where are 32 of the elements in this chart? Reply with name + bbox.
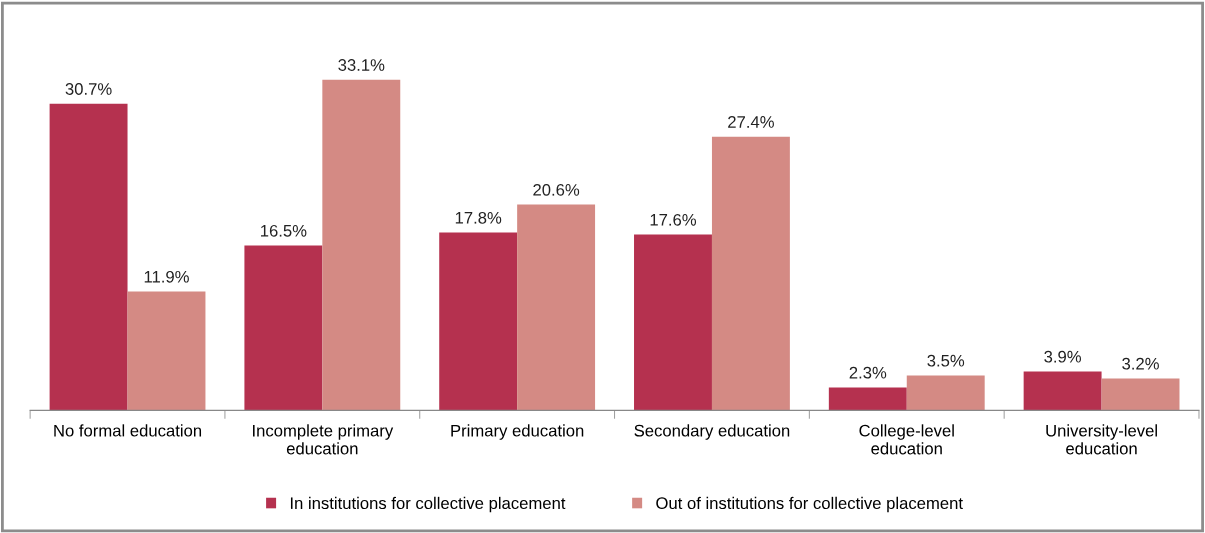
- bar: [517, 204, 596, 411]
- bar: [828, 387, 907, 411]
- data-label: 17.6%: [650, 213, 697, 226]
- legend-label: In institutions for collective placement: [290, 496, 566, 513]
- bar: [1101, 378, 1180, 411]
- data-label: 3.5%: [927, 354, 965, 367]
- data-label: 11.9%: [144, 270, 189, 283]
- data-label: 16.5%: [261, 224, 307, 237]
- bar: [322, 79, 401, 411]
- bar: [244, 245, 323, 411]
- bar: [711, 136, 790, 411]
- x-tick-label: Incomplete primary education: [253, 424, 394, 455]
- x-tick-label: Secondary education: [634, 424, 790, 440]
- bar: [49, 103, 128, 411]
- data-label: 3.2%: [1122, 357, 1159, 370]
- x-tick-label: Primary education: [451, 424, 584, 440]
- x-tick-label: No formal education: [54, 424, 202, 437]
- bar: [1023, 371, 1102, 411]
- bar: [634, 234, 712, 411]
- data-label: 2.3%: [849, 366, 887, 379]
- bar: [127, 291, 206, 411]
- data-label: 30.7%: [65, 83, 112, 95]
- bar: [906, 375, 985, 411]
- data-label: 27.4%: [728, 116, 774, 128]
- x-tick-label: College-level education: [859, 424, 954, 455]
- data-label: 3.9%: [1044, 350, 1082, 363]
- bar: [439, 232, 518, 411]
- x-tick-label: University-level education: [1046, 424, 1157, 455]
- legend-label: Out of institutions for collective placement: [656, 496, 963, 513]
- data-label: 20.6%: [533, 183, 580, 196]
- data-label: 17.8%: [455, 211, 502, 224]
- data-label: 33.1%: [338, 59, 385, 71]
